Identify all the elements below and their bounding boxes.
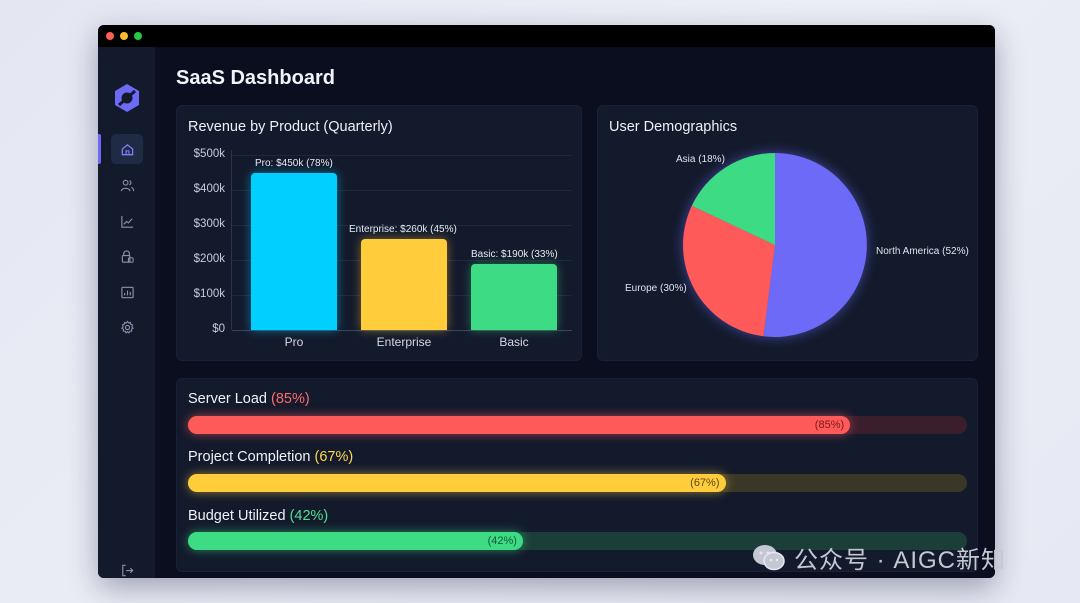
card-title: User Demographics bbox=[609, 119, 738, 135]
gridline bbox=[232, 190, 572, 191]
revenue-chart-card: Revenue by Product (Quarterly) $500k $40… bbox=[176, 105, 582, 361]
x-tick-label: Pro bbox=[284, 335, 304, 349]
sidebar-item-settings[interactable] bbox=[111, 312, 143, 342]
progress-fill: (67%) bbox=[188, 474, 726, 492]
pie-label: Asia (18%) bbox=[676, 154, 725, 165]
page-title: SaaS Dashboard bbox=[176, 67, 335, 89]
bar-basic[interactable] bbox=[471, 264, 557, 330]
x-tick-label: Basic bbox=[499, 335, 529, 349]
watermark: 公众号 · AIGC新知 bbox=[752, 540, 1006, 575]
progress-fill: (42%) bbox=[188, 532, 523, 550]
sidebar-item-users[interactable] bbox=[111, 170, 143, 200]
progress-fill-text: (42%) bbox=[487, 535, 517, 547]
progress-title: Budget Utilized bbox=[188, 508, 286, 524]
pie-label: Europe (30%) bbox=[625, 283, 687, 294]
y-axis bbox=[231, 150, 232, 330]
users-icon bbox=[120, 179, 134, 191]
line-chart-icon bbox=[120, 215, 133, 228]
window-minimize-button[interactable] bbox=[120, 32, 128, 40]
gear-icon bbox=[120, 320, 134, 334]
watermark-text: 公众号 · AIGC新知 bbox=[794, 547, 1007, 574]
pie-slice-asia[interactable] bbox=[691, 153, 775, 245]
progress-percent: (85%) bbox=[271, 391, 310, 407]
progress-label-project-completion: Project Completion (67%) bbox=[188, 449, 353, 465]
progress-label-server-load: Server Load (85%) bbox=[188, 391, 310, 407]
sidebar-item-security[interactable] bbox=[111, 241, 143, 271]
sidebar-item-analytics[interactable] bbox=[111, 206, 143, 236]
y-tick: $100k bbox=[193, 288, 225, 300]
wechat-icon bbox=[753, 544, 785, 570]
pie-slice-europe[interactable] bbox=[683, 205, 775, 337]
sidebar-item-reports[interactable] bbox=[111, 277, 143, 307]
pie-slice-north-america[interactable] bbox=[763, 153, 867, 337]
window-maximize-button[interactable] bbox=[134, 32, 142, 40]
logout-icon bbox=[121, 564, 133, 576]
bar-pro[interactable] bbox=[251, 173, 337, 330]
x-axis bbox=[232, 330, 572, 331]
demographics-chart-card: User Demographics Asia (18%) North Ameri… bbox=[597, 105, 978, 361]
progress-bar-budget-utilized: (42%) bbox=[188, 532, 967, 550]
y-tick: $400k bbox=[193, 183, 225, 195]
pie-chart bbox=[683, 153, 867, 337]
gridline bbox=[232, 225, 572, 226]
title-bar bbox=[98, 25, 995, 47]
sidebar bbox=[98, 47, 156, 578]
bar-data-label: Basic: $190k (33%) bbox=[471, 249, 558, 260]
y-tick: $200k bbox=[193, 253, 225, 265]
lock-icon bbox=[121, 249, 134, 263]
progress-title: Project Completion bbox=[188, 449, 311, 465]
gridline bbox=[232, 155, 572, 156]
bar-enterprise[interactable] bbox=[361, 239, 447, 330]
home-icon bbox=[121, 143, 133, 155]
progress-bar-server-load: (85%) bbox=[188, 416, 967, 434]
sidebar-item-logout[interactable] bbox=[111, 555, 143, 578]
progress-fill: (85%) bbox=[188, 416, 851, 434]
y-tick: $500k bbox=[193, 148, 225, 160]
main-content: SaaS Dashboard Revenue by Product (Quart… bbox=[156, 47, 995, 578]
bar-chart-icon bbox=[120, 286, 134, 298]
app-window: SaaS Dashboard Revenue by Product (Quart… bbox=[98, 25, 995, 578]
window-close-button[interactable] bbox=[106, 32, 114, 40]
progress-fill-text: (67%) bbox=[690, 477, 720, 489]
progress-title: Server Load bbox=[188, 391, 267, 407]
bar-data-label: Pro: $450k (78%) bbox=[255, 158, 333, 169]
progress-card: Server Load (85%) (85%) Project Completi… bbox=[176, 378, 978, 572]
progress-label-budget-utilized: Budget Utilized (42%) bbox=[188, 508, 328, 524]
y-tick: $0 bbox=[212, 323, 225, 335]
progress-fill-text: (85%) bbox=[814, 419, 845, 431]
active-nav-indicator bbox=[98, 134, 101, 164]
hexagon-logo-icon[interactable] bbox=[113, 83, 141, 113]
sidebar-item-home[interactable] bbox=[111, 134, 143, 164]
x-tick-label: Enterprise bbox=[376, 335, 432, 349]
progress-bar-project-completion: (67%) bbox=[188, 474, 967, 492]
y-tick: $300k bbox=[193, 218, 225, 230]
progress-percent: (42%) bbox=[289, 508, 329, 524]
bar-data-label: Enterprise: $260k (45%) bbox=[349, 224, 457, 235]
pie-label: North America (52%) bbox=[876, 246, 969, 257]
card-title: Revenue by Product (Quarterly) bbox=[188, 119, 393, 135]
progress-percent: (67%) bbox=[314, 449, 354, 465]
